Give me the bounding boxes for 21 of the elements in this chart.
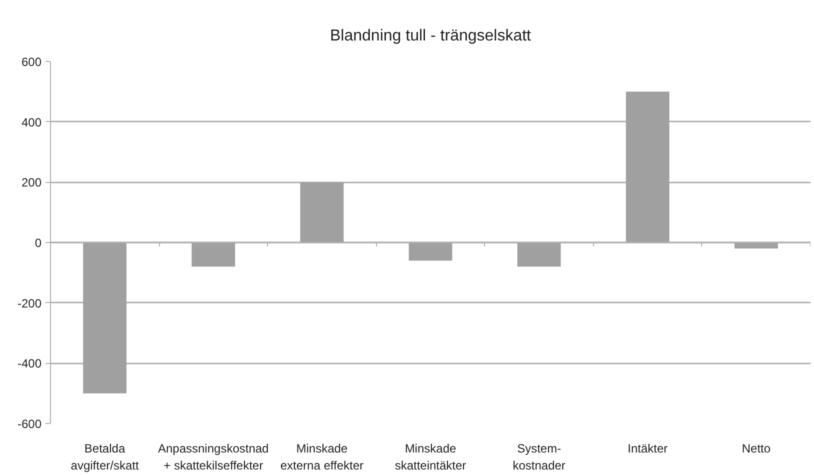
y-tick-label: 400 bbox=[21, 115, 42, 130]
y-tick-label: 0 bbox=[34, 236, 42, 250]
y-tick-label: -600 bbox=[17, 417, 42, 431]
x-tick-label: Netto bbox=[742, 442, 771, 456]
y-tick-label: -400 bbox=[17, 356, 42, 371]
x-tick-label: System- kostnader bbox=[512, 442, 566, 472]
bar bbox=[192, 242, 236, 267]
bar bbox=[408, 242, 452, 261]
x-tick-label: Minskade skatteintäkter bbox=[394, 442, 466, 472]
x-tick-label: Minskade externa effekter bbox=[280, 442, 364, 472]
bar bbox=[626, 92, 670, 242]
y-tick-label: 200 bbox=[21, 176, 42, 190]
bar bbox=[517, 242, 561, 267]
bar bbox=[83, 242, 126, 394]
x-tick-label: Intäkter bbox=[628, 442, 668, 456]
bar bbox=[300, 182, 344, 242]
chart-title: Blandning tull - trängselskatt bbox=[330, 28, 532, 44]
x-tick-label: Anpassningskostnad + skattekilseffekter bbox=[158, 442, 269, 472]
y-tick-label: -200 bbox=[17, 296, 42, 310]
y-tick-label: 600 bbox=[21, 55, 42, 69]
x-tick-label: Betalda avgifter/skatt bbox=[70, 442, 140, 472]
